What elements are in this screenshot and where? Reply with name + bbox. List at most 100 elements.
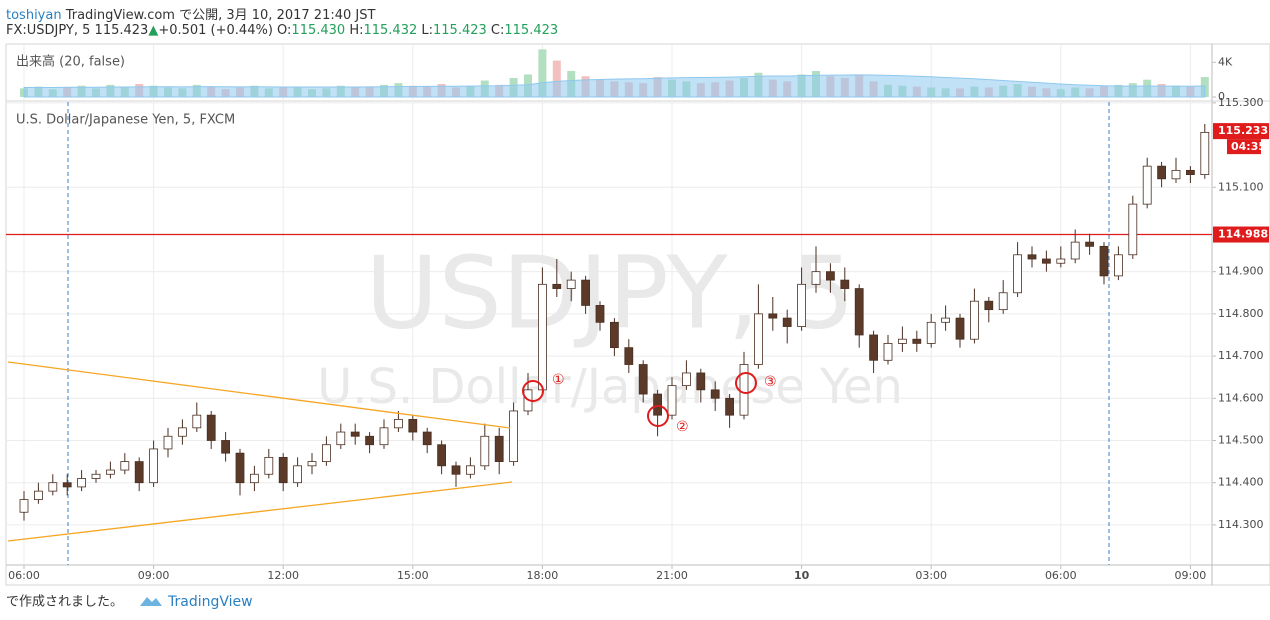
candle-body (293, 465, 303, 484)
candle-body (480, 435, 490, 467)
candle-body (307, 461, 317, 467)
countdown: 04:35 (1231, 140, 1266, 153)
o: 115.430 (291, 23, 346, 38)
candle-body (77, 478, 86, 488)
candle-body (509, 410, 519, 462)
candle-body (235, 452, 245, 484)
price-title: U.S. Dollar/Japanese Yen, 5, FXCM (16, 113, 235, 128)
candle-body (1085, 241, 1094, 247)
grid (6, 44, 1212, 565)
y-tick-label: 114.800 (1218, 307, 1264, 320)
candle-body (1042, 258, 1051, 264)
watermark-sub: U.S. Dollar/Japanese Yen (317, 359, 903, 415)
published: TradingView.com で公開, 3月 10, 2017 21:40 J… (65, 8, 376, 23)
y-tick-label: 4K (1218, 55, 1233, 68)
x-tick-label: 03:00 (915, 569, 947, 582)
y-tick-label: 115.300 (1218, 96, 1264, 109)
candle-body (984, 300, 994, 311)
candle-body (610, 321, 619, 349)
candle-body (120, 461, 130, 471)
y-tick-label: 114.300 (1218, 518, 1264, 531)
candle-body (710, 389, 720, 399)
y-tick-label: 114.500 (1218, 433, 1264, 446)
x-tick-label: 09:00 (1175, 569, 1207, 582)
candle-body (365, 435, 375, 446)
candle-body (1013, 254, 1022, 294)
change: +0.501 (+0.44%) (158, 23, 273, 38)
candle-body (494, 435, 504, 462)
candle-body (206, 414, 216, 441)
candle-body (264, 456, 274, 475)
candle-body (1056, 258, 1066, 264)
x-tick-label: 06:00 (1045, 569, 1077, 582)
candle-body (1200, 131, 1210, 175)
candle-body (1128, 203, 1138, 256)
candle-body (1171, 169, 1181, 180)
candle-body (955, 317, 965, 340)
y-tick-label: 114.900 (1218, 265, 1264, 278)
candle-body (840, 279, 850, 289)
candle-body (826, 271, 835, 281)
annotation: ① (552, 372, 565, 388)
candle-body (1114, 254, 1123, 277)
candle-body (379, 427, 389, 446)
y-tick-label: 114.600 (1218, 391, 1264, 404)
countdown-box (1227, 139, 1261, 155)
candle-body (797, 283, 806, 327)
last: 115.423 (94, 23, 149, 38)
footer-brand[interactable]: TradingView (167, 594, 253, 610)
y-tick-label: 114.700 (1218, 349, 1264, 362)
candle-body (192, 414, 202, 429)
candle-body (926, 321, 936, 344)
header-line-1: toshiyan TradingView.com で公開, 3月 10, 201… (6, 4, 375, 23)
x-tick-label: 10 (794, 569, 810, 582)
arrow: ▲ (148, 23, 159, 38)
o-label: O: (277, 23, 292, 38)
candle-body (408, 418, 418, 433)
candle-body (149, 448, 159, 484)
candle-body (854, 288, 864, 336)
candle-body (350, 431, 360, 437)
candle-body (465, 465, 475, 475)
l-label: L: (421, 23, 434, 38)
x-tick-label: 06:00 (8, 569, 40, 582)
brand-logo (140, 597, 162, 606)
candle-body (725, 397, 734, 416)
candle-body (278, 456, 288, 484)
candle-body (566, 279, 576, 289)
candle-body (422, 431, 432, 446)
candle-body (754, 313, 763, 365)
volume-bar (552, 60, 561, 97)
user[interactable]: toshiyan (6, 8, 62, 23)
candle-body (595, 305, 605, 323)
last-price-label: 115.233 (1218, 124, 1268, 137)
candle-body (941, 317, 950, 323)
candle-body (177, 427, 187, 437)
candle-body (638, 364, 648, 395)
candle-body (134, 461, 144, 484)
watermark: USDJPY, 5 (365, 234, 855, 351)
candle-body (624, 347, 634, 365)
candle-body (581, 279, 590, 306)
price-label: 114.988 (1218, 228, 1268, 241)
candle-body (221, 440, 231, 454)
candle-body (538, 283, 547, 391)
candle-body (34, 490, 43, 500)
symbol: FX:USDJPY, 5 (6, 23, 91, 38)
candle-body (667, 385, 677, 416)
annotation-circle (735, 372, 757, 394)
candle-body (782, 317, 792, 327)
x-tick-label: 18:00 (527, 569, 559, 582)
candle-body (451, 465, 461, 475)
annotation-circle (647, 405, 669, 427)
price-pane (6, 123, 1212, 521)
candle-body (62, 482, 72, 488)
candle-body (653, 393, 662, 416)
footer-text: で作成されました。 (6, 595, 123, 610)
candle-body (898, 338, 907, 344)
volume-title: 出来高 (20, false) (16, 54, 125, 70)
h: 115.432 (363, 23, 418, 38)
annotation: ③ (764, 374, 777, 390)
